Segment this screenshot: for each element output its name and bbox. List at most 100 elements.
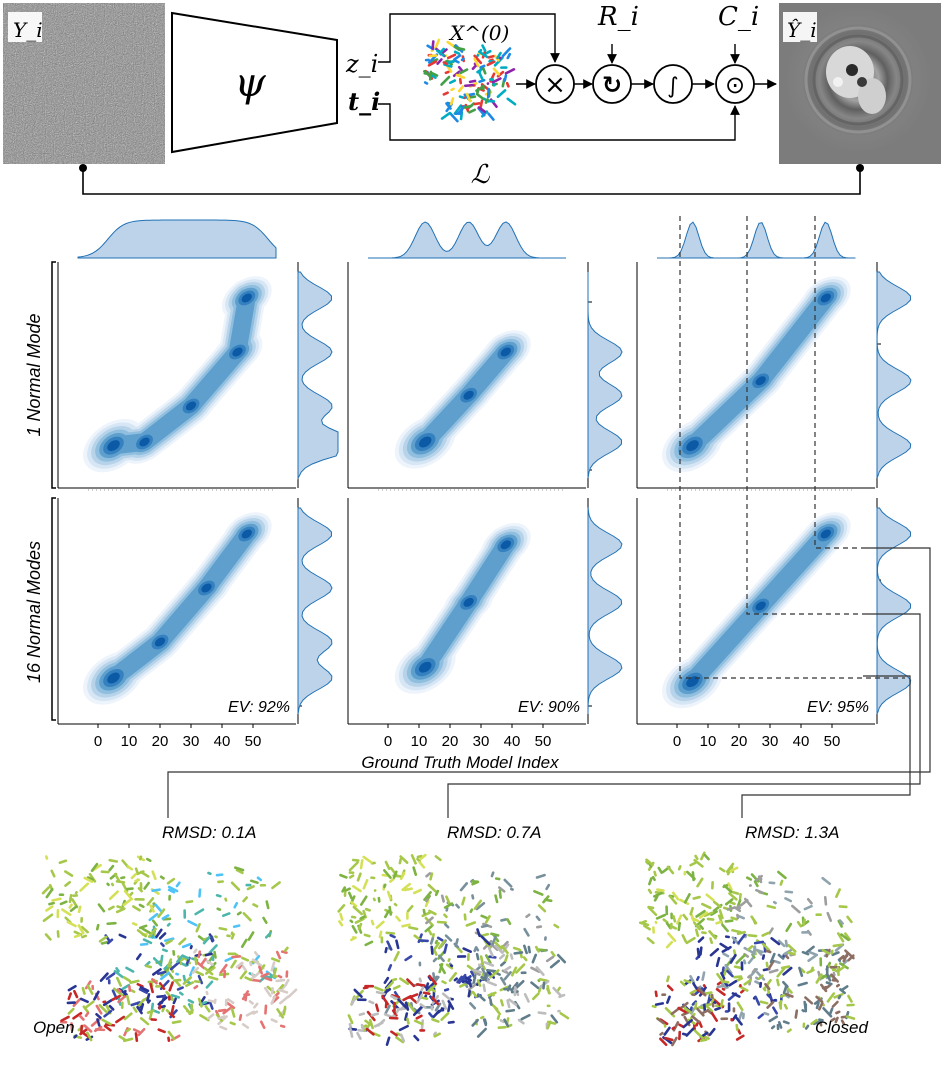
residue-stick [436, 58, 443, 65]
residue-stick [538, 977, 549, 983]
residue-stick [715, 956, 721, 968]
residue-stick [251, 958, 263, 967]
residue-stick [829, 1017, 836, 1023]
residue-stick [241, 1023, 250, 1029]
residue-stick [189, 966, 195, 977]
residue-stick [683, 893, 691, 904]
residue-stick [375, 990, 386, 996]
residue-stick [384, 909, 390, 919]
residue-stick [443, 988, 450, 992]
residue-stick [728, 979, 738, 987]
residue-stick [115, 976, 122, 987]
residue-stick [832, 943, 843, 948]
residue-stick [477, 106, 487, 114]
residue-stick [425, 872, 432, 878]
x-tick-label: 30 [762, 733, 779, 750]
residue-stick [464, 976, 472, 982]
residue-stick [253, 1002, 259, 1009]
residue-stick [440, 75, 451, 86]
residue-stick [442, 61, 448, 66]
residue-stick [523, 993, 530, 1003]
residue-stick [815, 1001, 820, 1010]
residue-stick [647, 906, 658, 917]
residue-stick [486, 980, 497, 987]
residue-stick [193, 948, 198, 954]
residue-stick [784, 992, 794, 998]
residue-stick [204, 1005, 211, 1013]
residue-stick [805, 945, 815, 954]
residue-stick [744, 933, 748, 939]
residue-stick [536, 925, 543, 929]
residue-stick [359, 895, 368, 906]
kde-contour [500, 540, 511, 550]
x-tick-label: 40 [793, 733, 810, 750]
residue-stick [754, 995, 761, 1006]
kde-panel-3 [636, 262, 912, 489]
residue-stick [427, 60, 438, 67]
residue-stick [440, 1011, 450, 1021]
residue-stick [812, 1020, 822, 1026]
residue-stick [652, 891, 663, 898]
residue-stick [484, 915, 491, 924]
residue-stick [233, 901, 239, 909]
residue-stick [731, 928, 742, 934]
kde-contour [755, 601, 766, 611]
residue-stick [416, 993, 424, 1004]
residue-stick [264, 1004, 268, 1015]
residue-stick [64, 870, 74, 877]
residue-stick [206, 1013, 215, 1020]
residue-stick [79, 882, 90, 892]
residue-stick [835, 1010, 841, 1015]
residue-stick [444, 70, 450, 75]
residue-stick [107, 905, 115, 911]
residue-stick [782, 1020, 790, 1025]
residue-stick [383, 883, 387, 889]
residue-stick [799, 967, 806, 974]
residue-stick [733, 965, 742, 970]
residue-stick [139, 870, 150, 878]
residue-stick [118, 933, 127, 939]
residue-stick [217, 1015, 226, 1020]
residue-stick [655, 913, 667, 920]
marginal-density [297, 507, 333, 715]
residue-stick [162, 917, 172, 921]
top-marginal-1 [77, 219, 277, 259]
residue-stick [189, 945, 193, 950]
residue-stick [428, 909, 437, 916]
residue-stick [166, 922, 171, 927]
residue-stick [64, 880, 72, 887]
residue-stick [410, 854, 417, 865]
residue-stick [176, 986, 184, 991]
residue-stick [270, 957, 281, 963]
residue-stick [666, 995, 671, 1004]
residue-stick [715, 988, 726, 996]
residue-stick [656, 888, 665, 892]
residue-stick [438, 962, 444, 974]
residue-stick [747, 974, 752, 979]
residue-stick [497, 1025, 507, 1030]
residue-stick [520, 1013, 531, 1021]
residue-stick [763, 1011, 770, 1016]
residue-stick [415, 1014, 423, 1020]
rmsd-label-1: RMSD: 0.1A [162, 823, 256, 842]
residue-stick [148, 912, 159, 922]
input-image: Y_i [3, 3, 165, 164]
residue-stick [448, 972, 458, 982]
residue-stick [95, 1012, 102, 1020]
residue-stick [167, 888, 176, 894]
residue-stick [743, 978, 752, 986]
residue-stick [246, 885, 255, 891]
residue-stick [695, 1007, 705, 1017]
residue-stick [418, 939, 429, 943]
residue-stick [546, 984, 551, 995]
residue-stick [693, 858, 704, 868]
x-tick-label: 40 [504, 733, 521, 750]
residue-stick [828, 1007, 834, 1016]
residue-stick [347, 891, 353, 900]
residue-stick [441, 999, 448, 1010]
residue-stick [766, 904, 777, 910]
residue-stick [436, 1007, 445, 1015]
residue-stick [729, 953, 737, 964]
residue-stick [841, 959, 849, 966]
residue-stick [41, 886, 50, 895]
